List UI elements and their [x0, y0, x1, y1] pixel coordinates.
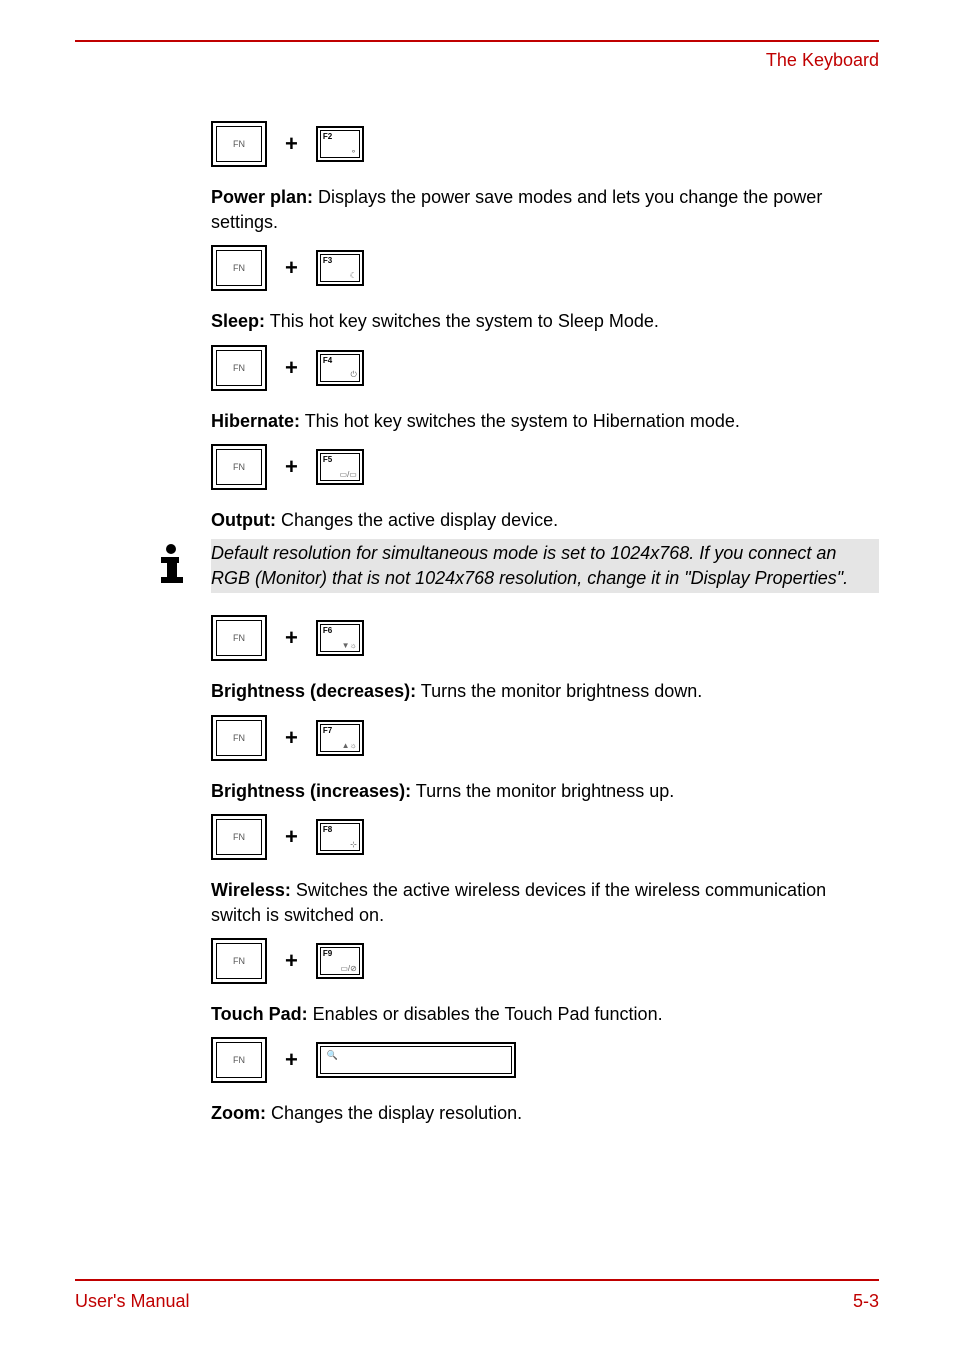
- key-combo-f7: FN + F7 ▲☼: [211, 715, 879, 761]
- footer-left: User's Manual: [75, 1291, 189, 1312]
- key-combo-f5: FN + F5 ▭/▭: [211, 444, 879, 490]
- fn-key-label: FN: [216, 1042, 262, 1078]
- f9-key: F9 ▭/⊘: [316, 943, 364, 979]
- f5-label: F5: [323, 455, 332, 464]
- plus-icon: +: [285, 948, 298, 974]
- wireless-icon: ⊹: [350, 840, 357, 849]
- f8-key: F8 ⊹: [316, 819, 364, 855]
- key-combo-f4: FN + F4 ⏻: [211, 345, 879, 391]
- plus-icon: +: [285, 1047, 298, 1073]
- footer: User's Manual 5-3: [75, 1279, 879, 1312]
- f6-key: F6 ▼☼: [316, 620, 364, 656]
- f7-key: F7 ▲☼: [316, 720, 364, 756]
- key-combo-space: FN + 🔍: [211, 1037, 879, 1083]
- brightup-title: Brightness (increases):: [211, 781, 411, 801]
- hibernate-desc: Hibernate: This hot key switches the sys…: [211, 409, 879, 434]
- plus-icon: +: [285, 454, 298, 480]
- output-text: Changes the active display device.: [276, 510, 558, 530]
- display-icon: ▭/▭: [340, 470, 357, 479]
- fn-key: FN: [211, 245, 267, 291]
- f3-label: F3: [323, 256, 332, 265]
- f6-label: F6: [323, 626, 332, 635]
- plus-icon: +: [285, 131, 298, 157]
- fn-key-label: FN: [216, 720, 262, 756]
- page: The Keyboard FN + F2 ⚬ Power plan: Displa…: [0, 0, 954, 1352]
- footer-rule: [75, 1279, 879, 1281]
- fn-key: FN: [211, 814, 267, 860]
- brightup-text: Turns the monitor brightness up.: [411, 781, 674, 801]
- wireless-title: Wireless:: [211, 880, 291, 900]
- plus-icon: +: [285, 725, 298, 751]
- f7-label: F7: [323, 726, 332, 735]
- brightup-desc: Brightness (increases): Turns the monito…: [211, 779, 879, 804]
- info-icon: [151, 543, 191, 585]
- touchpad-desc: Touch Pad: Enables or disables the Touch…: [211, 1002, 879, 1027]
- touchpad-title: Touch Pad:: [211, 1004, 308, 1024]
- fn-key: FN: [211, 938, 267, 984]
- brightdown-desc: Brightness (decreases): Turns the monito…: [211, 679, 879, 704]
- info-text: Default resolution for simultaneous mode…: [211, 539, 879, 593]
- power-icon: ⚬: [350, 147, 357, 156]
- wireless-text: Switches the active wireless devices if …: [211, 880, 826, 925]
- fn-key-label: FN: [216, 449, 262, 485]
- fn-key-label: FN: [216, 350, 262, 386]
- brightdown-text: Turns the monitor brightness down.: [416, 681, 702, 701]
- fn-key: FN: [211, 615, 267, 661]
- zoom-icon: 🔍: [327, 1050, 338, 1061]
- fn-key: FN: [211, 444, 267, 490]
- key-combo-f2: FN + F2 ⚬: [211, 121, 879, 167]
- hibernate-text: This hot key switches the system to Hibe…: [300, 411, 740, 431]
- touchpad-text: Enables or disables the Touch Pad functi…: [308, 1004, 663, 1024]
- zoom-desc: Zoom: Changes the display resolution.: [211, 1101, 879, 1126]
- fn-key: FN: [211, 121, 267, 167]
- sleep-desc: Sleep: This hot key switches the system …: [211, 309, 879, 334]
- key-combo-f8: FN + F8 ⊹: [211, 814, 879, 860]
- key-combo-f3: FN + F3 ☾: [211, 245, 879, 291]
- plus-icon: +: [285, 625, 298, 651]
- header-rule: [75, 40, 879, 42]
- key-combo-f9: FN + F9 ▭/⊘: [211, 938, 879, 984]
- footer-right: 5-3: [853, 1291, 879, 1312]
- wireless-desc: Wireless: Switches the active wireless d…: [211, 878, 879, 928]
- sleep-text: This hot key switches the system to Slee…: [265, 311, 659, 331]
- power-desc: Power plan: Displays the power save mode…: [211, 185, 879, 235]
- f4-key: F4 ⏻: [316, 350, 364, 386]
- f2-label: F2: [323, 132, 332, 141]
- fn-key-label: FN: [216, 126, 262, 162]
- fn-key: FN: [211, 715, 267, 761]
- space-key: 🔍: [316, 1042, 516, 1078]
- f3-key: F3 ☾: [316, 250, 364, 286]
- zoom-text: Changes the display resolution.: [266, 1103, 522, 1123]
- f2-key: F2 ⚬: [316, 126, 364, 162]
- touchpad-icon: ▭/⊘: [340, 964, 356, 973]
- f9-label: F9: [323, 949, 332, 958]
- fn-key: FN: [211, 345, 267, 391]
- power-title: Power plan:: [211, 187, 313, 207]
- fn-key-label: FN: [216, 943, 262, 979]
- content-area: FN + F2 ⚬ Power plan: Displays the power …: [211, 121, 879, 1126]
- header-title: The Keyboard: [75, 50, 879, 71]
- info-note: Default resolution for simultaneous mode…: [151, 539, 879, 593]
- fn-key-label: FN: [216, 819, 262, 855]
- brightness-down-icon: ▼☼: [342, 641, 357, 650]
- key-combo-f6: FN + F6 ▼☼: [211, 615, 879, 661]
- f4-label: F4: [323, 356, 332, 365]
- hibernate-icon: ⏻: [351, 370, 357, 380]
- brightness-up-icon: ▲☼: [342, 741, 357, 750]
- zoom-title: Zoom:: [211, 1103, 266, 1123]
- f5-key: F5 ▭/▭: [316, 449, 364, 485]
- hibernate-title: Hibernate:: [211, 411, 300, 431]
- output-title: Output:: [211, 510, 276, 530]
- sleep-icon: ☾: [350, 271, 357, 280]
- brightdown-title: Brightness (decreases):: [211, 681, 416, 701]
- f8-label: F8: [323, 825, 332, 834]
- fn-key-label: FN: [216, 620, 262, 656]
- plus-icon: +: [285, 355, 298, 381]
- plus-icon: +: [285, 255, 298, 281]
- fn-key: FN: [211, 1037, 267, 1083]
- output-desc: Output: Changes the active display devic…: [211, 508, 879, 533]
- plus-icon: +: [285, 824, 298, 850]
- sleep-title: Sleep:: [211, 311, 265, 331]
- fn-key-label: FN: [216, 250, 262, 286]
